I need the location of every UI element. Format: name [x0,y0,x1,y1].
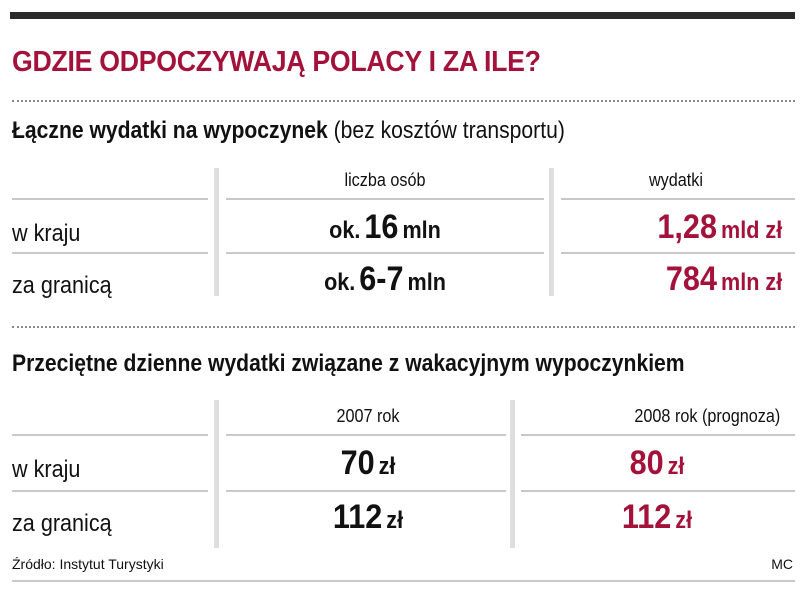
cell-unit: mln zł [720,269,783,296]
cell-unit: mln [402,217,441,244]
table1-col-header: liczba osób [344,170,426,190]
table1-divider-1 [214,168,219,296]
cell-value: 70 [340,444,375,482]
title-separator [12,100,795,102]
table2-cell: 112 zł [244,498,492,537]
cell-value: 80 [629,444,664,482]
table1-title: Łączne wydatki na wypoczynek (bez kosztó… [12,117,565,145]
cell-prefix: ok. [329,217,361,244]
table1-row-label: za granicą [12,272,112,299]
cell-prefix: ok. [324,269,356,296]
table1-rule [226,252,544,254]
table1-rule [561,198,795,200]
cell-value: 16 [364,208,399,246]
cell-unit: mln [407,269,446,296]
table2-cell: 70 zł [244,444,492,483]
table1-cell: 1,28 mld zł [570,208,782,247]
table2-rule [12,434,208,436]
table1-divider-2 [549,168,554,296]
table1-title-text: Łączne wydatki na wypoczynek [12,117,328,144]
cell-unit: zł [386,507,404,534]
cell-value: 6-7 [359,260,404,298]
cell-unit: zł [675,507,693,534]
cell-value: 112 [332,498,383,536]
table2-rule [226,490,506,492]
cell-unit: mld zł [720,217,783,244]
table1-cell: ok. 16 mln [246,208,525,247]
table2-row-label: w kraju [12,456,81,483]
table2-cell: 112 zł [534,498,781,537]
table2-cell: 80 zł [534,444,781,483]
table2-col-header: 2008 rok (prognoza) [634,406,781,426]
bottom-rule [12,580,795,582]
cell-value: 1,28 [657,208,717,246]
chart-title: GDZIE ODPOCZYWAJĄ POLACY I ZA ILE? [12,46,541,78]
table2-title: Przeciętne dzienne wydatki związane z wa… [12,350,685,377]
table-separator [12,326,795,328]
table2-col-header: 2007 rok [336,406,400,426]
table1-rule [12,252,208,254]
table2-rule [226,434,506,436]
table2-rule [521,434,795,436]
table1-col-header: wydatki [648,170,704,190]
table2-rule [12,490,208,492]
table2-divider-1 [214,400,219,548]
table1-subtitle: (bez kosztów transportu) [333,117,565,144]
table1-row-label: w kraju [12,220,81,247]
top-rule [10,12,795,19]
table2-divider-2 [510,400,515,548]
table1-cell: ok. 6-7 mln [246,260,525,299]
cell-unit: zł [378,453,396,480]
cell-value: 784 [665,260,717,298]
table2-rule [521,490,795,492]
table1-rule [561,252,795,254]
cell-value: 112 [621,498,672,536]
table2-row-label: za granicą [12,510,112,537]
author-credit: MC [771,556,793,572]
table1-rule [226,198,544,200]
table1-cell: 784 mln zł [570,260,782,299]
cell-unit: zł [667,453,685,480]
source-note: Źródło: Instytut Turystyki [12,556,164,572]
table1-rule [12,198,208,200]
